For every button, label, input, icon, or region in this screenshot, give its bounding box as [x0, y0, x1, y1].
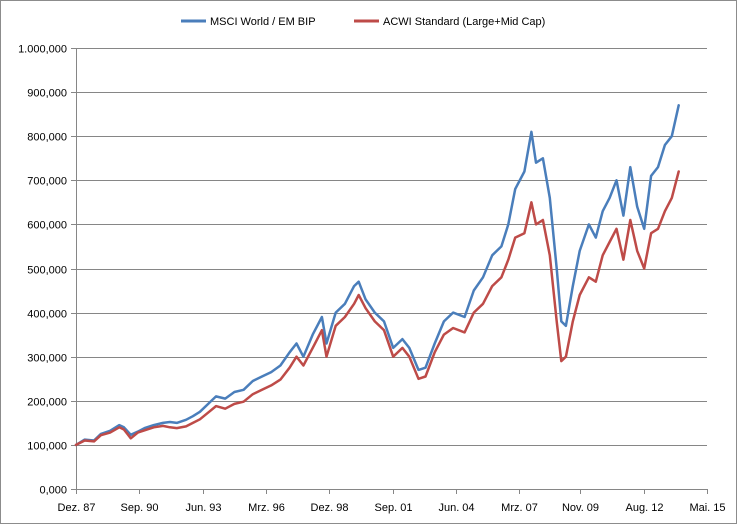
y-tick-label: 500,000 — [27, 265, 67, 277]
axes — [71, 48, 708, 494]
legend-label-0: MSCI World / EM BIP — [210, 16, 316, 28]
y-tick-label: 200,000 — [27, 397, 67, 409]
y-tick-label: 600,000 — [27, 220, 67, 232]
y-tick-label: 900,000 — [27, 88, 67, 100]
x-tick-label: Nov. 09 — [562, 502, 599, 514]
series-line-0 — [74, 104, 680, 447]
x-tick-label: Sep. 01 — [375, 502, 413, 514]
series-lines — [74, 104, 680, 447]
x-tick-label: Mai. 15 — [689, 502, 725, 514]
x-tick-label: Dez. 87 — [58, 502, 96, 514]
y-tick-label: 100,000 — [27, 441, 67, 453]
y-tick-label: 400,000 — [27, 309, 67, 321]
y-tick-label: 800,000 — [27, 132, 67, 144]
x-tick-label: Aug. 12 — [626, 502, 664, 514]
y-tick-label: 300,000 — [27, 353, 67, 365]
x-tick-label: Jun. 04 — [438, 502, 474, 514]
gridlines — [76, 48, 707, 446]
x-tick-label: Dez. 98 — [311, 502, 349, 514]
x-tick-label: Mrz. 96 — [248, 502, 285, 514]
y-tick-label: 700,000 — [27, 176, 67, 188]
y-tick-labels: 0,000 100,000 200,000 300,000 400,000 500,000… — [18, 44, 67, 497]
legend-label-1: ACWI Standard (Large+Mid Cap) — [383, 16, 545, 28]
x-tick-label: Jun. 93 — [185, 502, 221, 514]
y-tick-label: 1.000,000 — [18, 44, 67, 56]
x-tick-label: Sep. 90 — [121, 502, 159, 514]
series-line-1 — [74, 170, 680, 447]
y-tick-label: 0,000 — [39, 485, 67, 497]
x-tick-label: Mrz. 07 — [501, 502, 538, 514]
x-tick-labels: Dez. 87 Sep. 90 Jun. 93 Mrz. 96 Dez. 98 Sep. … — [58, 502, 726, 514]
legend: MSCI World / EM BIP ACWI Standard (Large+… — [181, 16, 545, 28]
